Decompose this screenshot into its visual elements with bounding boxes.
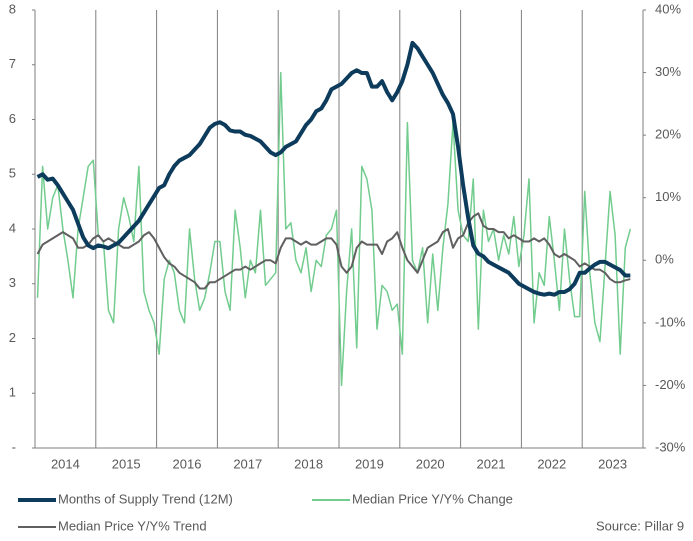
- y2-tick-label: 10%: [655, 189, 681, 204]
- y-tick-label: 5: [9, 166, 16, 181]
- x-tick-label: 2014: [51, 456, 80, 471]
- y-tick-label: 8: [9, 1, 16, 16]
- source: Source: Pillar 9: [596, 518, 684, 533]
- x-tick-label: 2016: [173, 456, 202, 471]
- legend-label: Median Price Y/Y% Change: [352, 491, 513, 506]
- y2-tick-label: -30%: [655, 439, 686, 454]
- x-tick-label: 2017: [233, 456, 262, 471]
- x-tick-label: 2020: [416, 456, 445, 471]
- y2-tick-label: 20%: [655, 127, 681, 142]
- series-line: [36, 40, 631, 297]
- y-tick-label: 3: [9, 275, 16, 290]
- y-tick-label: 1: [9, 385, 16, 400]
- y2-tick-label: 40%: [655, 1, 681, 16]
- y-tick-label: 4: [9, 220, 16, 235]
- series-line: [36, 71, 632, 387]
- x-tick-label: 2021: [477, 456, 506, 471]
- y-tick-label: 2: [9, 330, 16, 345]
- y-tick-label: -: [12, 439, 16, 454]
- x-tick-label: 2023: [598, 456, 627, 471]
- y2-tick-label: 30%: [655, 64, 681, 79]
- x-tick-label: 2019: [355, 456, 384, 471]
- y2-tick-label: -10%: [655, 314, 686, 329]
- x-tick-label: 2022: [537, 456, 566, 471]
- y2-tick-label: -20%: [655, 377, 686, 392]
- x-tick-label: 2015: [112, 456, 141, 471]
- legend-label: Median Price Y/Y% Trend: [58, 518, 207, 533]
- y2-tick-label: 0%: [655, 252, 674, 267]
- series-line: [36, 212, 631, 290]
- legend-label: Months of Supply Trend (12M): [58, 491, 233, 506]
- y-tick-label: 6: [9, 111, 16, 126]
- y-tick-label: 7: [9, 56, 16, 71]
- x-tick-label: 2018: [294, 456, 323, 471]
